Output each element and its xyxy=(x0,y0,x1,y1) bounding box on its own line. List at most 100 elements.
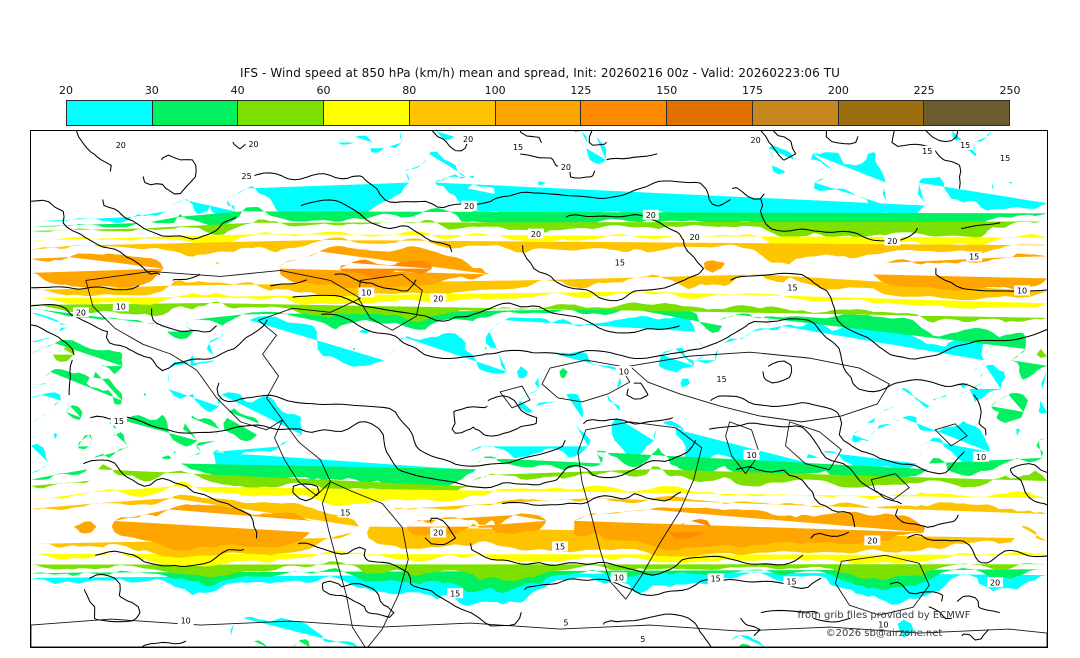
colorbar-swatch-100 xyxy=(495,101,582,125)
contour-label-20-19: 20 xyxy=(430,293,447,304)
coastline-2 xyxy=(357,273,423,331)
colorbar-tick-175: 175 xyxy=(742,84,764,97)
colorbar-swatch-150 xyxy=(667,101,753,125)
colorbar-tick-250: 250 xyxy=(999,84,1021,97)
contour-label-15-3: 15 xyxy=(510,141,527,152)
contour-label-10-20: 10 xyxy=(358,287,375,298)
svg-text:20: 20 xyxy=(531,230,541,239)
contour-label-15-14: 15 xyxy=(966,251,983,262)
colorbar-swatch-30 xyxy=(152,101,239,125)
page-title: IFS - Wind speed at 850 hPa (km/h) mean … xyxy=(239,66,841,80)
svg-text:20: 20 xyxy=(76,308,86,317)
coastline-3 xyxy=(321,481,409,647)
contour-label-10-26: 10 xyxy=(973,451,990,462)
colorbar-swatch-175 xyxy=(752,101,839,125)
colorbar-tick-30: 30 xyxy=(144,84,159,97)
svg-text:20: 20 xyxy=(990,578,1000,587)
spread-contour-15 xyxy=(31,131,1000,647)
contour-label-20-1: 20 xyxy=(245,138,262,149)
contour-label-10-24: 10 xyxy=(615,366,632,376)
contour-label-10-39: 10 xyxy=(875,619,892,629)
contour-label-20-2: 20 xyxy=(460,133,477,144)
svg-text:20: 20 xyxy=(750,136,760,145)
svg-text:20: 20 xyxy=(887,237,897,246)
svg-text:15: 15 xyxy=(787,284,797,293)
svg-text:15: 15 xyxy=(513,143,523,152)
svg-text:15: 15 xyxy=(555,543,565,552)
coastline-6 xyxy=(629,351,890,423)
contour-label-20-5: 20 xyxy=(747,134,764,145)
coastline-0 xyxy=(85,270,361,431)
svg-text:10: 10 xyxy=(614,573,624,582)
contour-label-15-33: 15 xyxy=(707,573,724,583)
coastline-7 xyxy=(785,421,842,471)
colorbar-tick-80: 80 xyxy=(402,84,417,97)
svg-text:15: 15 xyxy=(711,574,721,583)
contour-label-15-18: 15 xyxy=(784,282,801,293)
spread-contour-20 xyxy=(31,131,1047,647)
colorbar-swatch-80 xyxy=(409,101,496,125)
contour-label-20-15: 20 xyxy=(528,228,544,239)
svg-text:10: 10 xyxy=(1017,287,1027,296)
svg-text:20: 20 xyxy=(463,135,473,144)
svg-text:15: 15 xyxy=(922,147,932,156)
svg-text:5: 5 xyxy=(563,618,568,627)
contour-label-20-12: 20 xyxy=(642,209,659,220)
contour-label-20-13: 20 xyxy=(884,235,901,246)
svg-text:10: 10 xyxy=(976,453,986,462)
colorbar-swatch-20 xyxy=(67,101,153,125)
contour-label-15-23: 15 xyxy=(713,374,730,384)
coastline-10 xyxy=(31,618,1047,647)
svg-text:20: 20 xyxy=(690,233,700,242)
colorbar-swatch-40 xyxy=(238,101,325,125)
svg-text:20: 20 xyxy=(646,211,656,220)
colorbar-tick-100: 100 xyxy=(484,84,506,97)
contour-label-20-11: 20 xyxy=(686,231,703,242)
svg-text:15: 15 xyxy=(114,417,124,426)
colorbar-tick-125: 125 xyxy=(570,84,592,97)
svg-text:20: 20 xyxy=(867,537,877,546)
wind-speed-field: 20 20 20 15 20 20 15 15 15 25 20 20 20 20 15 20 15 10 15 20… xyxy=(31,131,1047,647)
svg-text:5: 5 xyxy=(640,635,645,644)
map-plot-area: 20 20 20 15 20 20 15 15 15 25 20 20 20 20 15 20 15 10 15 20… xyxy=(30,130,1048,648)
contour-label-10-37: 10 xyxy=(177,615,194,625)
svg-text:10: 10 xyxy=(361,289,371,298)
coastline-1 xyxy=(274,419,331,497)
colorbar-tick-40: 40 xyxy=(230,84,245,97)
colorbar-swatch-60 xyxy=(324,101,410,125)
colorbar-tick-labels: 20 30 40 60 80 100 125 150 175 200 225 250 xyxy=(59,84,1021,98)
svg-text:20: 20 xyxy=(116,141,126,150)
contour-label-20-28: 20 xyxy=(430,527,447,538)
colorbar-swatch-225 xyxy=(924,101,1010,125)
svg-text:20: 20 xyxy=(433,295,443,304)
svg-text:15: 15 xyxy=(717,375,727,384)
spread-contour-10 xyxy=(451,360,793,437)
coastline-9 xyxy=(834,554,930,616)
svg-text:15: 15 xyxy=(1000,154,1010,163)
wind-band-100 xyxy=(31,246,1047,551)
contour-label-20-0: 20 xyxy=(112,139,129,150)
contour-label-20-35: 20 xyxy=(987,577,1004,587)
svg-text:20: 20 xyxy=(433,529,443,538)
contour-label-15-30: 15 xyxy=(337,507,354,518)
contour-label-20-10: 20 xyxy=(461,200,478,211)
contour-label-20-4: 20 xyxy=(557,161,574,172)
coastline-8 xyxy=(725,421,761,475)
coastline-13 xyxy=(499,385,531,409)
contour-label-10-32: 10 xyxy=(610,572,627,582)
colorbar-swatches xyxy=(66,100,1010,126)
contour-label-15-25: 15 xyxy=(110,415,127,426)
coastline-11 xyxy=(870,473,910,501)
spread-contour-25 xyxy=(31,199,1047,576)
svg-text:15: 15 xyxy=(969,253,979,262)
contour-label-15-6: 15 xyxy=(919,145,936,156)
contour-label-10-27: 10 xyxy=(743,449,760,460)
contour-label-10-17: 10 xyxy=(1014,285,1031,296)
contour-label-15-34: 15 xyxy=(783,576,800,586)
coastline-5 xyxy=(541,359,631,403)
contour-label-15-36: 15 xyxy=(447,588,464,598)
coastline-12 xyxy=(934,423,968,447)
contour-label-5-40: 5 xyxy=(637,634,648,644)
colorbar-tick-200: 200 xyxy=(827,84,849,97)
svg-text:20: 20 xyxy=(248,140,258,149)
